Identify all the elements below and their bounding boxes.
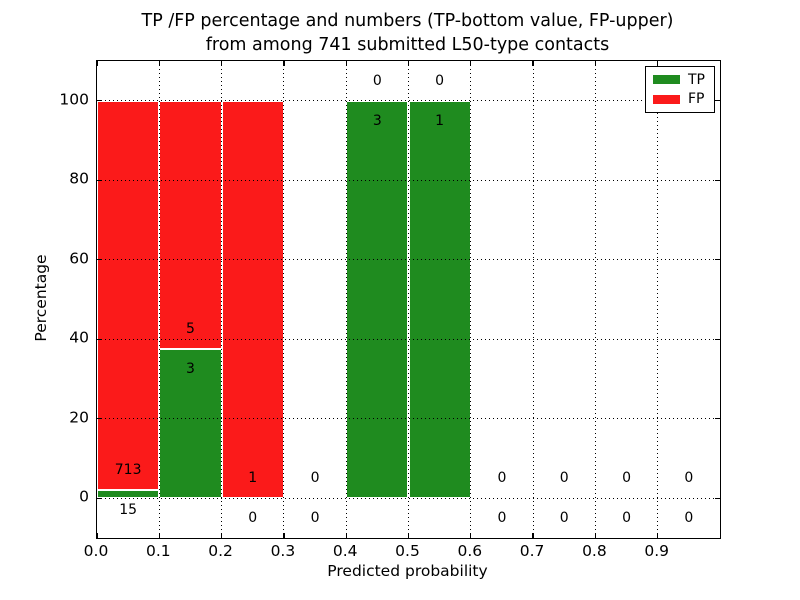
bar-tp-bin-1 (159, 349, 222, 499)
x-tick-top-0.7 (532, 61, 534, 66)
gridline-x-0.8 (594, 61, 596, 538)
gridline-x-0.6 (470, 61, 472, 538)
y-tick-left-80 (97, 179, 102, 181)
legend-label-fp: FP (688, 91, 705, 108)
y-axis-label: Percentage (32, 254, 50, 342)
legend-entry-tp: TP (653, 73, 714, 87)
x-tick-bottom-0.7 (532, 533, 534, 538)
x-tick-label-0.1: 0.1 (145, 542, 171, 560)
chart-title: TP /FP percentage and numbers (TP-bottom… (96, 9, 719, 57)
x-tick-label-0.8: 0.8 (582, 542, 607, 560)
x-tick-label-0.0: 0.0 (83, 542, 109, 560)
x-tick-top-0.3 (283, 61, 285, 66)
chart-title-line-1: TP /FP percentage and numbers (TP-bottom… (141, 11, 674, 31)
gridline-x-0.7 (532, 61, 534, 538)
tp-count-label-bin-4: 3 (372, 112, 382, 129)
bar-fp-bin-2 (221, 100, 284, 499)
bar-tp-bin-4 (346, 100, 409, 499)
tp-count-label-bin-0: 15 (119, 501, 138, 518)
bar-fp-bin-1 (159, 100, 222, 350)
x-tick-bottom-0.8 (594, 533, 597, 538)
legend-swatch-fp-icon (653, 94, 680, 104)
bar-tp-bin-5 (408, 100, 471, 499)
legend-swatch-tp-icon (653, 75, 680, 85)
y-tick-right-20 (715, 418, 720, 420)
x-tick-top-0 (96, 61, 98, 66)
legend-label-tp: TP (688, 71, 705, 88)
y-tick-left-100 (97, 100, 102, 102)
x-tick-label-0.4: 0.4 (332, 542, 358, 560)
tp-count-label-bin-3: 0 (310, 510, 320, 527)
fp-count-label-bin-0: 713 (114, 462, 142, 479)
y-tick-left-60 (97, 259, 102, 261)
x-tick-bottom-0.1 (158, 533, 160, 538)
fp-count-label-bin-3: 0 (310, 470, 320, 487)
x-tick-bottom-0 (96, 533, 98, 538)
x-tick-label-0.2: 0.2 (208, 542, 233, 560)
y-tick-right-0 (715, 497, 720, 499)
legend-entry-fp: FP (653, 92, 714, 106)
x-tick-bottom-0.9 (657, 533, 659, 538)
y-tick-right-60 (715, 259, 720, 261)
x-tick-bottom-0.6 (470, 533, 472, 538)
gridline-x-0.3 (283, 61, 285, 538)
x-tick-bottom-0.5 (407, 533, 410, 538)
x-tick-label-0.5: 0.5 (395, 542, 420, 560)
x-tick-bottom-0.3 (283, 533, 285, 538)
x-tick-top-0.9 (657, 61, 659, 66)
x-tick-top-0.4 (345, 61, 347, 66)
tp-count-label-bin-6: 0 (497, 510, 507, 527)
x-tick-top-0.2 (220, 61, 223, 66)
y-tick-label-20: 20 (69, 408, 89, 427)
y-tick-label-80: 80 (69, 169, 89, 188)
fp-count-label-bin-6: 0 (497, 470, 507, 487)
fp-count-label-bin-1: 5 (185, 321, 195, 338)
fp-count-label-bin-8: 0 (622, 470, 632, 487)
x-tick-label-0.7: 0.7 (519, 542, 545, 560)
chart-title-line-2: from among 741 submitted L50-type contac… (205, 35, 610, 55)
tp-count-label-bin-7: 0 (559, 510, 569, 527)
y-tick-left-0 (97, 497, 102, 499)
x-axis-label: Predicted probability (327, 562, 488, 580)
tp-count-label-bin-1: 3 (185, 361, 195, 378)
bar-tp-bin-0 (97, 490, 160, 499)
gridline-x-0.1 (158, 61, 160, 538)
y-tick-left-20 (97, 418, 102, 420)
x-tick-bottom-0.2 (220, 533, 223, 538)
fp-count-label-bin-2: 1 (248, 470, 258, 487)
tp-count-label-bin-9: 0 (684, 510, 694, 527)
y-tick-right-100 (715, 100, 720, 102)
y-tick-left-40 (97, 338, 102, 340)
fp-count-label-bin-9: 0 (684, 470, 694, 487)
y-tick-label-60: 60 (69, 249, 89, 268)
x-tick-bottom-0.4 (345, 533, 347, 538)
x-tick-label-0.6: 0.6 (457, 542, 483, 560)
y-tick-label-40: 40 (69, 328, 89, 347)
gridline-x-0.2 (221, 61, 223, 538)
fp-count-label-bin-5: 0 (435, 72, 445, 89)
tp-count-label-bin-5: 1 (435, 112, 445, 129)
plot-area: 713 15 5 3 1 0 0 0 0 3 0 1 0 0 0 0 0 0 0 0 (96, 60, 721, 539)
x-tick-top-0.1 (158, 61, 160, 66)
x-tick-top-0.8 (594, 61, 597, 66)
tp-count-label-bin-8: 0 (622, 510, 632, 527)
x-tick-label-0.9: 0.9 (644, 542, 670, 560)
tp-count-label-bin-2: 0 (248, 510, 258, 527)
fp-count-label-bin-4: 0 (372, 72, 382, 89)
legend: TP FP (645, 66, 715, 113)
x-tick-top-0.5 (407, 61, 410, 66)
fp-count-label-bin-7: 0 (559, 470, 569, 487)
y-tick-right-80 (715, 179, 720, 181)
x-tick-label-0.3: 0.3 (270, 542, 296, 560)
gridline-x-0.4 (345, 61, 347, 538)
x-tick-top-0.6 (470, 61, 472, 66)
gridline-x-0.5 (408, 61, 409, 538)
y-tick-right-40 (715, 338, 720, 340)
gridline-x-0.9 (657, 61, 659, 538)
bar-fp-bin-0 (97, 100, 160, 491)
y-tick-label-100: 100 (59, 90, 89, 109)
y-tick-label-0: 0 (79, 487, 89, 506)
